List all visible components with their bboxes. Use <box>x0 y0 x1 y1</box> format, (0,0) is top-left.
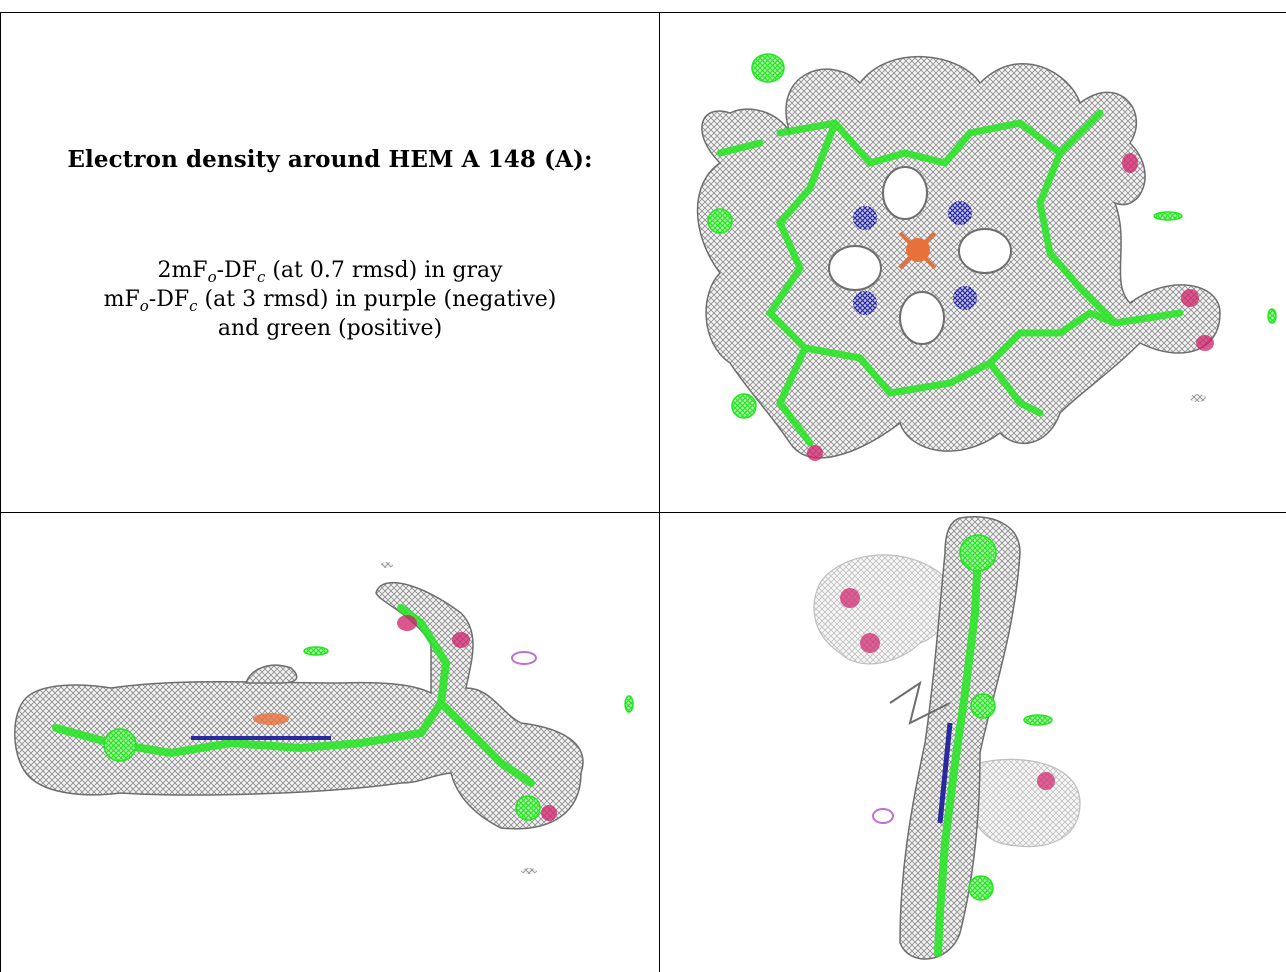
center-border <box>659 12 660 972</box>
gray-density-mesh <box>696 55 1221 459</box>
purple-mesh-blob-end <box>872 808 894 824</box>
positive-difference-blobs-side <box>103 646 634 821</box>
caption-cell: Electron density around HEM A 148 (A): 2… <box>0 12 659 512</box>
legend-line-1-c: (at 0.7 rmsd) in gray <box>265 258 503 283</box>
legend-line-2-c: (at 3 rmsd) in purple (negative) <box>197 287 557 312</box>
heme-plane-edge <box>889 680 951 725</box>
green-bonds-end <box>934 549 982 957</box>
legend-line-3: and green (positive) <box>217 316 443 341</box>
positive-difference-blobs-end <box>959 534 1053 901</box>
green-bonds-side <box>52 604 535 787</box>
middle-border <box>0 512 1286 513</box>
top-border <box>0 12 1286 13</box>
legend-line-1: 2mFo-DFc (at 0.7 rmsd) in gray <box>0 256 659 285</box>
purple-mesh-blob <box>511 651 537 665</box>
gray-density-mesh-side <box>14 581 584 830</box>
nitrogen-column <box>937 722 953 824</box>
legend-line-1-b: -DF <box>216 258 257 283</box>
blue-nitrogen-atoms <box>853 201 977 315</box>
panel-side-view <box>1 513 659 972</box>
iron-atom <box>898 231 937 270</box>
subscript-c: c <box>189 297 198 315</box>
iron-atom-side <box>253 713 289 725</box>
subscript-o: o <box>207 268 217 286</box>
stray-gray-blob <box>1190 394 1206 402</box>
legend-line-2-b: -DF <box>148 287 190 312</box>
panel-end-view <box>660 513 1286 972</box>
stray-gray-blob-side-1 <box>381 562 393 568</box>
density-face-on-image <box>696 53 1277 461</box>
density-end-view-image <box>813 516 1081 960</box>
legend-line-1-a: 2mF <box>157 258 208 283</box>
caption-legend: 2mFo-DFc (at 0.7 rmsd) in gray mFo-DFc (… <box>0 256 659 343</box>
density-side-view-image <box>14 562 634 874</box>
green-bonds <box>716 109 1184 447</box>
negative-difference-blobs-side <box>397 615 557 821</box>
legend-line-2-a: mF <box>103 287 140 312</box>
negative-difference-blobs <box>807 153 1214 461</box>
caption-title: Electron density around HEM A 148 (A): <box>67 146 593 173</box>
panel-top-view <box>660 13 1286 512</box>
positive-difference-blobs <box>707 53 1277 419</box>
left-border <box>0 12 1 972</box>
subscript-o: o <box>139 297 149 315</box>
subscript-c: c <box>256 268 266 286</box>
negative-difference-blobs-end <box>840 588 1055 790</box>
legend-line-2: mFo-DFc (at 3 rmsd) in purple (negative) <box>0 285 659 314</box>
stray-gray-blob-side-2 <box>521 868 537 874</box>
ring-holes <box>828 166 1012 345</box>
